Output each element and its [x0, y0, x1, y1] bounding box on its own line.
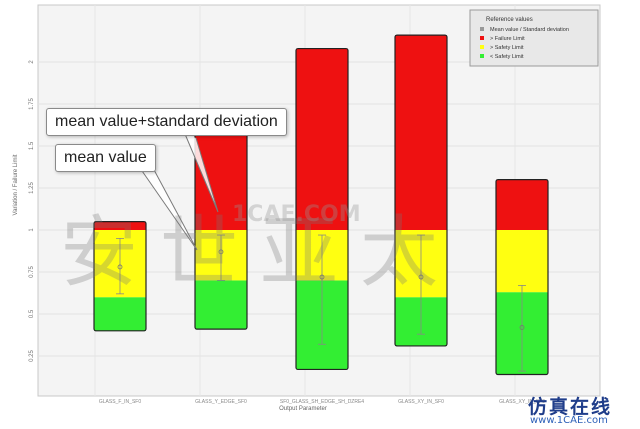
legend-box: [469, 9, 599, 67]
y-tick-label: 0.75: [29, 266, 35, 278]
mean-marker: [418, 274, 424, 280]
y-tick-label: 1: [29, 228, 35, 232]
mean-marker: [218, 249, 224, 255]
y-tick-label: 2: [29, 60, 35, 64]
x-tick-label: GLASS_XY_IN_SF0: [398, 399, 444, 405]
legend: Reference values Mean value / Standard d…: [469, 9, 599, 67]
x-tick-label: GLASS_Y_EDGE_SF0: [195, 399, 247, 405]
callout-mean: mean value: [55, 144, 156, 172]
callout-leaders: [139, 133, 219, 251]
callout-std: mean value+standard deviation: [46, 108, 287, 136]
legend-swatch: [480, 54, 484, 58]
y-tick-label: 0.25: [29, 350, 35, 362]
legend-swatch: [480, 27, 484, 31]
bar-segment: [395, 35, 447, 231]
bar-outline: [295, 47, 349, 371]
y-tick-label: 1.75: [29, 98, 35, 110]
mean-marker: [319, 274, 325, 280]
legend-swatch: [480, 45, 484, 49]
x-tick-label: SF0_GLASS_SH_EDGE_SH_DZRE4: [280, 399, 364, 405]
legend-title: Reference values: [486, 17, 533, 23]
mean-marker: [519, 325, 525, 330]
legend-swatch: [480, 36, 484, 40]
legend-label: < Safety Limit: [490, 54, 524, 60]
bar-outline: [495, 179, 549, 376]
y-tick-label: 1.5: [29, 141, 35, 150]
bar-segment: [94, 297, 146, 331]
y-axis-label: Variation / Failure Limit: [13, 154, 19, 215]
bar-outline: [394, 34, 448, 347]
legend-label: Mean value / Standard deviation: [490, 27, 569, 33]
x-axis-label: Output Parameter: [279, 406, 327, 412]
bar-segment: [195, 280, 247, 330]
legend-label: > Safety Limit: [490, 45, 524, 51]
callout-std-leader: [184, 133, 219, 213]
bar-segment: [94, 221, 146, 230]
bar-segment: [496, 179, 548, 230]
y-axis: 0.25 0.5 0.75 1 1.25 1.5 1.75 2: [29, 60, 35, 362]
legend-label: > Failure Limit: [490, 36, 525, 42]
bar-segment: [496, 230, 548, 293]
legend-entries: Mean value / Standard deviation > Failure…: [480, 27, 569, 60]
x-tick-label: GLASS_XY_IN_SF0: [499, 399, 545, 405]
bar-outline: [93, 221, 147, 332]
callout-mean-leader: [139, 167, 198, 251]
y-tick-label: 1.25: [29, 182, 35, 194]
mean-marker: [117, 264, 123, 270]
y-tick-label: 0.5: [29, 309, 35, 318]
bar-segment: [296, 48, 348, 231]
x-axis: GLASS_F_IN_SF0 GLASS_Y_EDGE_SF0 SF0_GLASS_…: [99, 399, 545, 405]
x-tick-label: GLASS_F_IN_SF0: [99, 399, 141, 405]
